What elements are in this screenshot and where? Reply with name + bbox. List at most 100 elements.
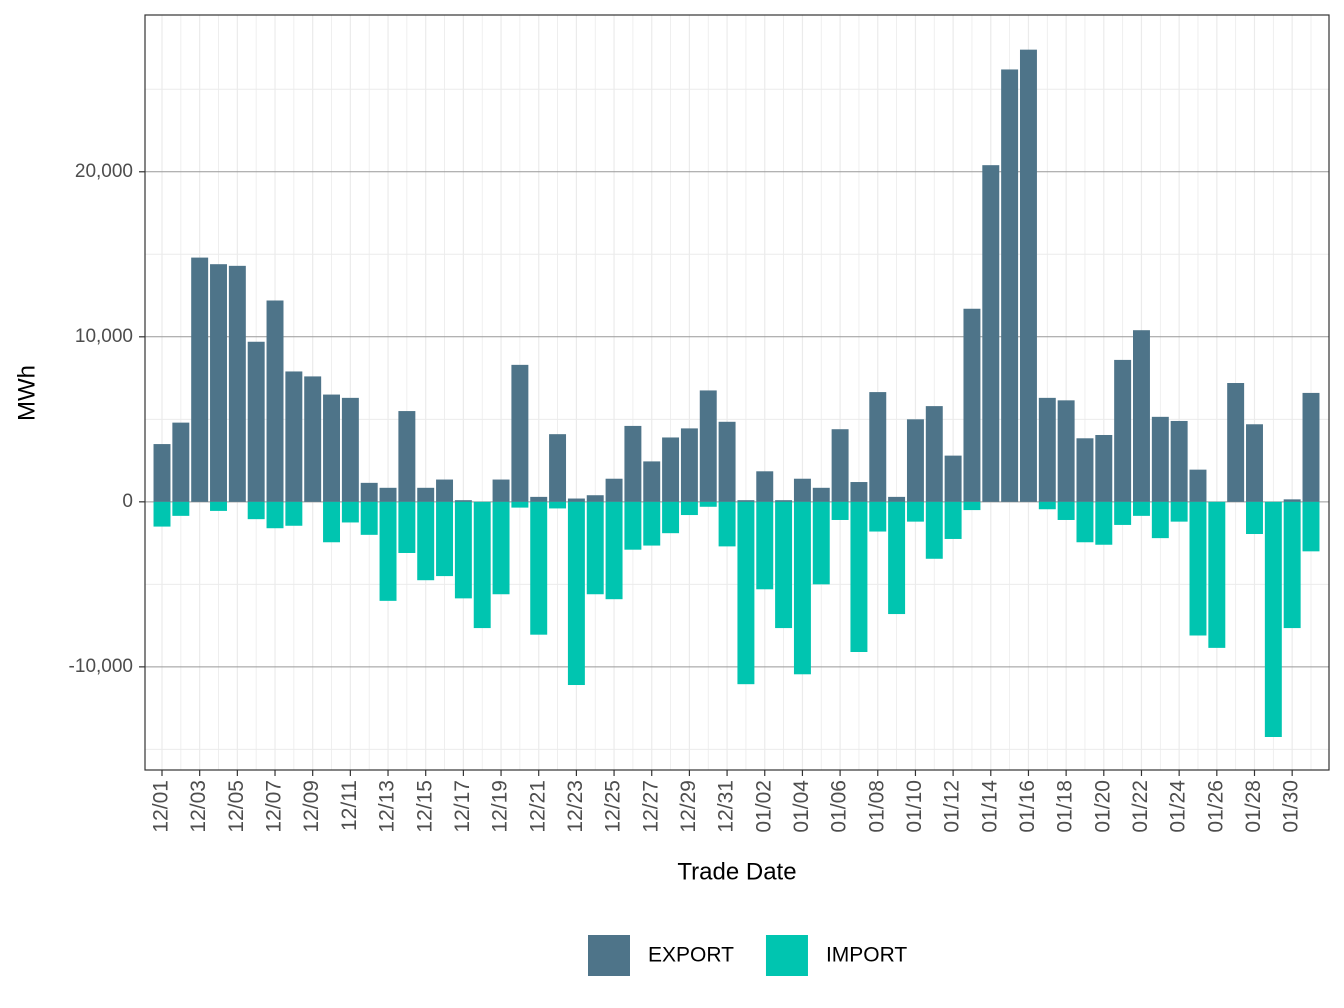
x-tick-label: 01/08 — [865, 780, 888, 833]
bar — [812, 501, 830, 585]
bar — [1019, 49, 1037, 502]
bar — [1132, 330, 1150, 502]
panel-border — [144, 14, 1330, 771]
x-tick-label: 12/17 — [451, 780, 474, 833]
bar — [586, 495, 604, 502]
bar — [925, 406, 943, 502]
legend-label: IMPORT — [826, 944, 907, 967]
bar — [793, 501, 811, 675]
bar — [1189, 501, 1207, 636]
x-tick-label: 01/04 — [790, 780, 813, 833]
bar — [1151, 501, 1169, 539]
bar — [888, 501, 906, 615]
x-tick-label: 12/27 — [639, 780, 662, 833]
bar — [1057, 400, 1075, 502]
x-tick-label: 01/02 — [752, 780, 775, 833]
bar — [210, 501, 227, 511]
bar — [1227, 383, 1245, 502]
x-tick-label: 12/13 — [376, 780, 399, 833]
bar — [530, 501, 548, 635]
bar — [906, 501, 924, 522]
bar — [153, 501, 171, 527]
bar — [172, 422, 190, 502]
bar — [586, 501, 604, 595]
bar — [680, 428, 698, 502]
bar — [643, 461, 661, 502]
bar — [379, 501, 397, 601]
bar — [1057, 501, 1075, 520]
bar — [718, 501, 736, 547]
bar — [944, 455, 962, 502]
bar — [756, 501, 774, 590]
bar — [699, 390, 717, 502]
x-tick-label: 01/20 — [1091, 780, 1114, 833]
bar — [1076, 438, 1094, 502]
x-tick-label: 01/22 — [1129, 780, 1152, 833]
bar — [888, 496, 906, 502]
bar — [454, 500, 472, 502]
bar — [1114, 501, 1132, 525]
bar — [549, 434, 567, 502]
x-tick-label: 12/19 — [489, 780, 512, 833]
x-tick-label: 01/30 — [1280, 780, 1303, 833]
bar — [624, 425, 642, 502]
bar — [812, 487, 830, 502]
bar — [266, 501, 284, 529]
bar — [1038, 501, 1056, 510]
y-tick-label: 20,000 — [75, 161, 133, 182]
bar — [1283, 499, 1301, 502]
bar — [756, 471, 774, 502]
bar — [511, 364, 529, 502]
x-tick-label: 12/29 — [677, 780, 700, 833]
legend: EXPORT IMPORT — [588, 935, 907, 976]
x-tick-label: 12/03 — [187, 780, 210, 833]
bar — [906, 419, 924, 502]
bars — [153, 49, 1320, 737]
bar — [699, 501, 717, 507]
bar — [341, 397, 359, 502]
x-tick-label: 01/16 — [1016, 780, 1039, 833]
bar — [567, 501, 585, 686]
legend-label: EXPORT — [648, 944, 734, 967]
x-tick-label: 12/07 — [263, 780, 286, 833]
bar — [718, 421, 736, 502]
bar — [228, 265, 246, 502]
y-axis-title: MWh — [13, 365, 40, 421]
bar — [1132, 501, 1150, 516]
bar — [1208, 501, 1226, 648]
bar — [210, 264, 227, 502]
x-tick-label: 01/06 — [828, 780, 851, 833]
bar — [605, 501, 623, 600]
bar — [1001, 69, 1019, 502]
bar — [831, 429, 849, 502]
x-tick-label: 01/28 — [1242, 780, 1265, 833]
bar — [793, 478, 811, 502]
bar — [775, 501, 793, 629]
bar — [1076, 501, 1094, 543]
bar — [1246, 424, 1263, 502]
bar — [285, 371, 303, 502]
bar — [1302, 392, 1320, 502]
bar — [1246, 501, 1263, 535]
x-tick-label: 12/01 — [150, 780, 173, 833]
bar — [360, 482, 378, 502]
bar — [1264, 501, 1282, 737]
bar — [304, 376, 322, 502]
x-tick-label: 12/09 — [300, 780, 323, 833]
bar — [247, 341, 265, 502]
bar — [247, 501, 265, 520]
x-tick-label: 12/05 — [225, 780, 248, 833]
x-tick-label: 01/14 — [978, 780, 1001, 833]
bar — [492, 479, 510, 502]
bar — [1095, 501, 1113, 545]
bar — [643, 501, 661, 546]
bar — [417, 487, 435, 502]
bar — [323, 501, 341, 543]
x-tick-label: 12/31 — [715, 780, 738, 833]
y-tick-label: 0 — [122, 491, 133, 512]
bar — [530, 496, 548, 502]
bar — [153, 444, 171, 502]
bar — [398, 411, 416, 502]
legend-key — [765, 935, 808, 976]
